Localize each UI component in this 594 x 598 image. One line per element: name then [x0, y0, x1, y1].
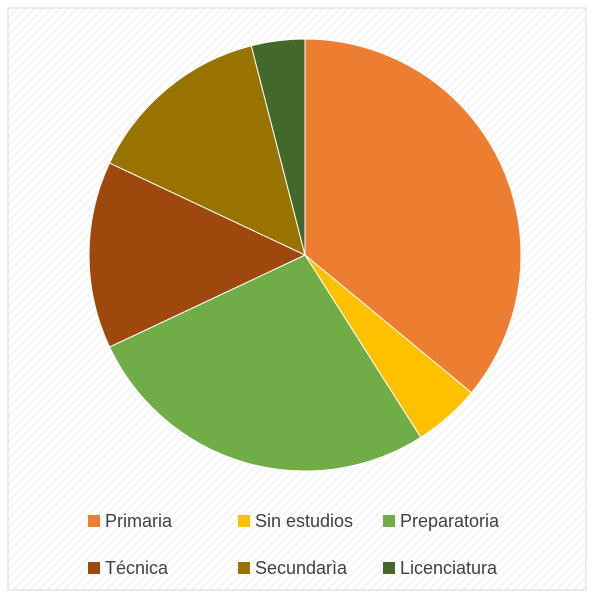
legend-label: Licenciatura	[400, 558, 498, 578]
legend-swatch	[88, 562, 100, 574]
legend-swatch	[383, 515, 395, 527]
pie-slice	[304, 38, 522, 394]
legend-swatch	[238, 562, 250, 574]
legend-label: Primaria	[105, 511, 173, 531]
legend-label: Sin estudios	[255, 511, 353, 531]
pie-slice	[108, 254, 422, 472]
pie-slice	[250, 38, 306, 256]
legend-swatch	[88, 515, 100, 527]
legend-label: Preparatoria	[400, 511, 500, 531]
legend-label: Secundarìa	[255, 558, 348, 578]
legend-swatch	[238, 515, 250, 527]
pie-slice	[88, 162, 307, 348]
pie	[88, 38, 522, 472]
legend: Primaria Sin estudios Preparatoria Técnica S…	[88, 511, 500, 578]
pie-slice	[108, 45, 306, 256]
legend-label: Técnica	[105, 558, 169, 578]
legend-swatch	[383, 562, 395, 574]
